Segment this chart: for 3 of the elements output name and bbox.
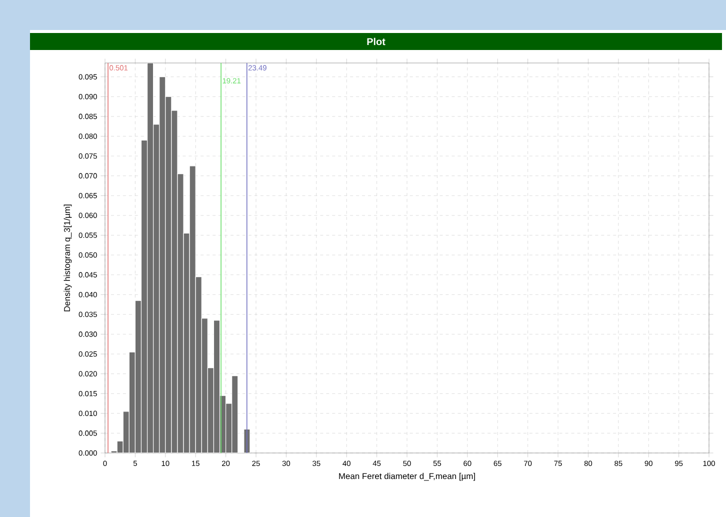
y-axis-title: Density histogram q_3[1/µm]: [64, 204, 72, 312]
chart-title: Plot: [367, 38, 386, 46]
x-axis-title: Mean Feret diameter d_F,mean [µm]: [339, 472, 475, 481]
